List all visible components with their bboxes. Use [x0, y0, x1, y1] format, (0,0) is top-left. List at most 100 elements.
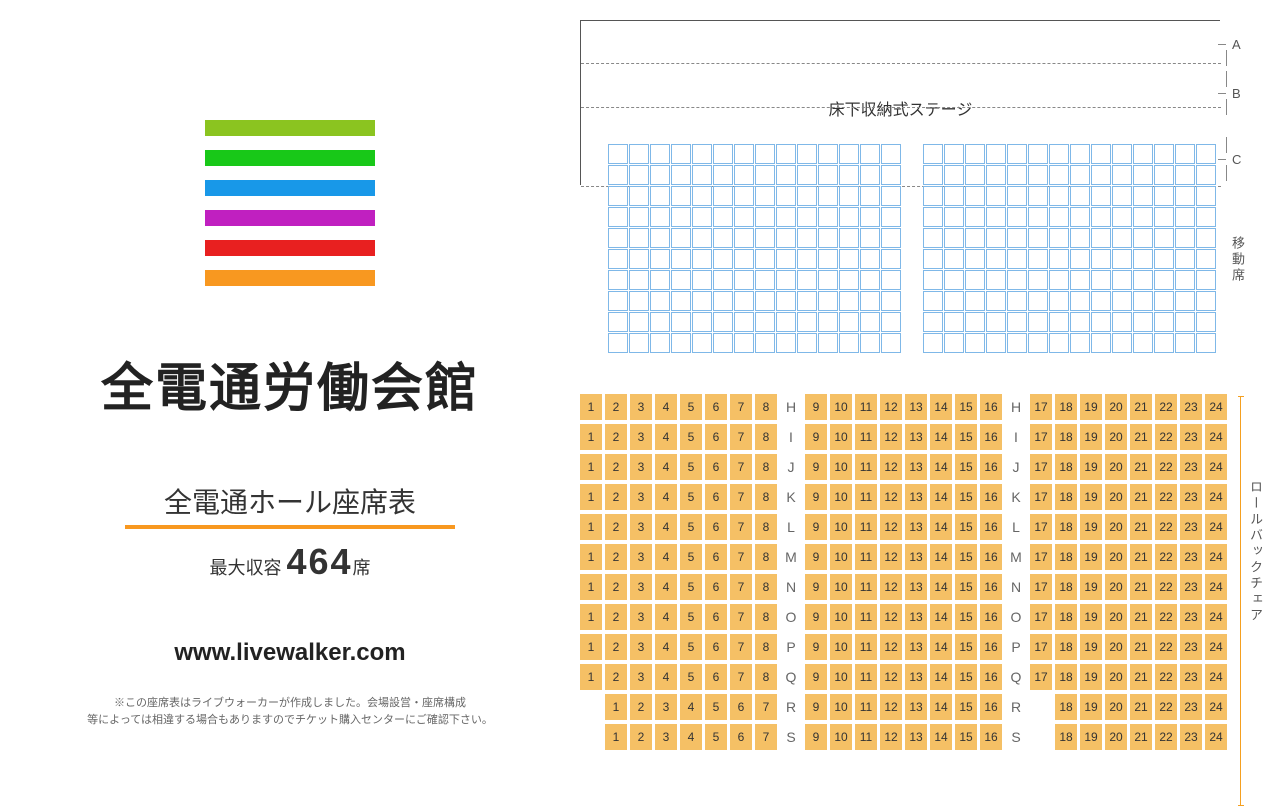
- rollback-seat: 11: [855, 454, 877, 480]
- rollback-seat: 4: [655, 514, 677, 540]
- rollback-seat: 20: [1105, 604, 1127, 630]
- rollback-seat: 21: [1130, 514, 1152, 540]
- rollback-seat: 15: [955, 574, 977, 600]
- movable-seat: [1091, 291, 1111, 311]
- rollback-seat: 9: [805, 724, 827, 750]
- movable-seat: [1196, 291, 1216, 311]
- movable-seat: [713, 249, 733, 269]
- movable-seat: [629, 249, 649, 269]
- rollback-seat: 4: [680, 694, 702, 720]
- movable-seat: [755, 249, 775, 269]
- movable-seat: [839, 165, 859, 185]
- movable-seat: [881, 312, 901, 332]
- rollback-seat: 1: [580, 394, 602, 420]
- movable-seat: [1133, 144, 1153, 164]
- rollback-seat: 5: [680, 424, 702, 450]
- movable-seat: [923, 144, 943, 164]
- rollback-seat: 7: [755, 724, 777, 750]
- rollback-seat: 17: [1030, 544, 1052, 570]
- movable-seat: [692, 270, 712, 290]
- rollback-seat: 9: [805, 424, 827, 450]
- rollback-seat: 2: [605, 604, 627, 630]
- movable-seat: [1112, 312, 1132, 332]
- movable-seat: [944, 270, 964, 290]
- movable-seat: [1175, 333, 1195, 353]
- rollback-row-label: H: [1005, 399, 1027, 415]
- movable-seat: [881, 333, 901, 353]
- movable-row: [923, 186, 1216, 206]
- stage-row-marker: B: [1232, 86, 1241, 101]
- movable-seat: [1112, 249, 1132, 269]
- rollback-seat: 12: [880, 454, 902, 480]
- movable-seat: [965, 333, 985, 353]
- rollback-seat: 6: [730, 724, 752, 750]
- movable-seat: [734, 144, 754, 164]
- movable-seat: [1133, 249, 1153, 269]
- movable-seat: [692, 165, 712, 185]
- movable-row: [923, 165, 1216, 185]
- rollback-seat: 18: [1055, 394, 1077, 420]
- movable-seat: [629, 228, 649, 248]
- rollback-seat: 13: [905, 544, 927, 570]
- movable-seat: [839, 270, 859, 290]
- movable-seat: [650, 144, 670, 164]
- movable-seat: [986, 228, 1006, 248]
- rollback-seat: 22: [1155, 394, 1177, 420]
- movable-seat: [1028, 312, 1048, 332]
- rollback-seat: 4: [655, 604, 677, 630]
- movable-seat: [944, 333, 964, 353]
- movable-seat: [986, 270, 1006, 290]
- movable-seat: [986, 186, 1006, 206]
- rollback-seat: 10: [830, 514, 852, 540]
- movable-seat: [839, 291, 859, 311]
- rollback-seat: 23: [1180, 694, 1202, 720]
- rollback-row-label: R: [780, 699, 802, 715]
- rollback-row: 12345678J910111213141516J171819202122232…: [580, 454, 1227, 480]
- movable-seat: [1175, 291, 1195, 311]
- rollback-seat: 19: [1080, 544, 1102, 570]
- movable-seat: [629, 333, 649, 353]
- movable-seat: [650, 291, 670, 311]
- movable-seat: [986, 144, 1006, 164]
- movable-seat: [1154, 333, 1174, 353]
- rollback-seat: 9: [805, 514, 827, 540]
- rollback-seat: 3: [630, 454, 652, 480]
- rollback-row-label: O: [1005, 609, 1027, 625]
- movable-seat: [692, 207, 712, 227]
- movable-seat: [923, 249, 943, 269]
- movable-seat: [1112, 165, 1132, 185]
- rollback-seat: 8: [755, 634, 777, 660]
- rollback-seat: 1: [580, 604, 602, 630]
- rollback-seat: 16: [980, 454, 1002, 480]
- rollback-seat: 22: [1155, 484, 1177, 510]
- disclaimer-l1: ※この座席表はライブウォーカーが作成しました。会場設営・座席構成: [87, 695, 493, 712]
- rollback-seat: 23: [1180, 544, 1202, 570]
- movable-seat: [1091, 312, 1111, 332]
- movable-seat: [944, 291, 964, 311]
- rollback-seat: 20: [1105, 394, 1127, 420]
- rollback-seat: 23: [1180, 574, 1202, 600]
- rollback-seat: 8: [755, 484, 777, 510]
- rollback-seat: 11: [855, 514, 877, 540]
- rollback-seat: 7: [730, 604, 752, 630]
- rollback-seat: 15: [955, 514, 977, 540]
- capacity-suffix: 席: [353, 558, 371, 578]
- rollback-seat: 15: [955, 604, 977, 630]
- movable-seat: [629, 165, 649, 185]
- movable-seat: [608, 333, 628, 353]
- rollback-seat: 6: [705, 454, 727, 480]
- movable-seat: [1091, 207, 1111, 227]
- rollback-seat: 6: [730, 694, 752, 720]
- movable-seat: [734, 186, 754, 206]
- rollback-row: 12345678L910111213141516L171819202122232…: [580, 514, 1227, 540]
- rollback-seat: 9: [805, 544, 827, 570]
- rollback-seat: 16: [980, 604, 1002, 630]
- movable-seat: [650, 270, 670, 290]
- rollback-seat: 18: [1055, 424, 1077, 450]
- movable-seat: [1091, 270, 1111, 290]
- left-panel: 全電通労働会館 全電通ホール座席表 最大収容 464席 www.livewalk…: [0, 0, 580, 812]
- rollback-seat: 21: [1130, 454, 1152, 480]
- rollback-seat: 19: [1080, 484, 1102, 510]
- rollback-seat: 21: [1130, 664, 1152, 690]
- movable-seat: [839, 207, 859, 227]
